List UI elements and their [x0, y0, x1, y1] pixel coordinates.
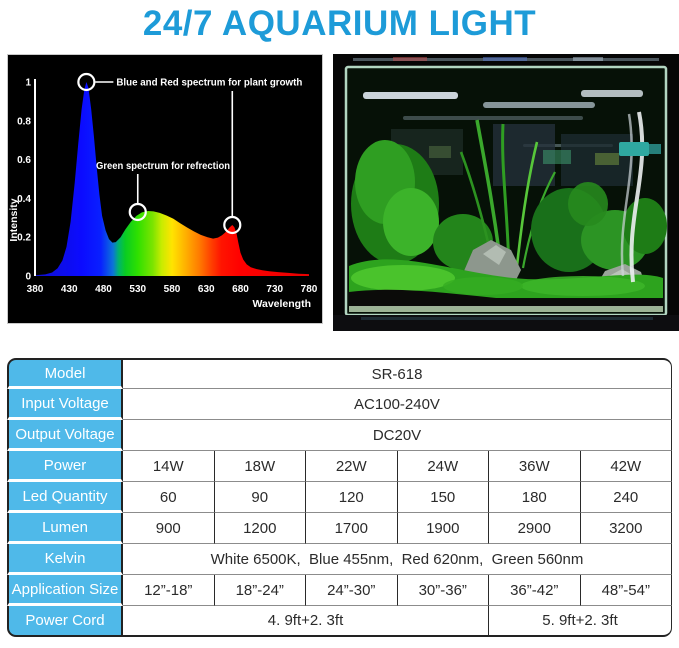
spec-row-6: Kelvin White 6500K, Blue 455nm, Red 620nm… — [7, 544, 673, 575]
spec-row-8: Power Cord 4. 9ft+2. 3ft 5. 9ft+2. 3ft — [7, 606, 673, 637]
annotation-marker-circle — [128, 202, 147, 222]
y-axis: 0 0.2 0.4 0.6 0.8 1 Intensity — [8, 78, 36, 283]
spec-value: 60 — [123, 482, 215, 513]
spec-value: 90 — [214, 482, 306, 513]
spec-value: 24W — [397, 451, 489, 482]
x-tick-label: 480 — [95, 284, 112, 295]
spec-value: 24”-30” — [306, 575, 398, 606]
spec-value: DC20V — [123, 420, 673, 451]
spec-row-1: Input Voltage AC100-240V — [7, 389, 673, 420]
annotation-marker-circle — [77, 72, 96, 92]
spectrum-curve — [35, 82, 309, 276]
spec-value: 120 — [306, 482, 398, 513]
spec-value: 48”-54” — [580, 575, 673, 606]
annotation-marker-circle — [223, 215, 242, 235]
spec-label: Led Quantity — [7, 482, 123, 513]
spec-value: 12”-18” — [123, 575, 215, 606]
spec-value: AC100-240V — [123, 389, 673, 420]
x-tick-label: 430 — [61, 284, 78, 295]
y-axis-title: Intensity — [8, 198, 20, 241]
light-fixture — [353, 57, 659, 61]
x-tick-label: 380 — [27, 284, 44, 295]
spec-value: 150 — [397, 482, 489, 513]
aquarium-photo-panel — [333, 54, 679, 331]
spec-label: Power Cord — [7, 606, 123, 637]
annotation-blue-red: Blue and Red spectrum for plant growth — [77, 72, 302, 235]
spec-row-3: Power 14W 18W 22W 24W 36W 42W — [7, 451, 673, 482]
annotation-blue-red-label: Blue and Red spectrum for plant growth — [116, 77, 302, 89]
spec-value: 1700 — [306, 513, 398, 544]
spec-table-body: Model SR-618 Input Voltage AC100-240V Output… — [7, 358, 673, 637]
annotation-green-label: Green spectrum for refrection — [96, 160, 230, 172]
spec-label: Kelvin — [7, 544, 123, 575]
spec-row-2: Output Voltage DC20V — [7, 420, 673, 451]
substrate — [349, 289, 663, 307]
tank-stand — [333, 315, 679, 331]
spec-label: Model — [7, 358, 123, 389]
x-tick-label: 580 — [164, 284, 181, 295]
x-tick-label: 630 — [198, 284, 215, 295]
spec-value: 18”-24” — [214, 575, 306, 606]
spec-value: 14W — [123, 451, 215, 482]
spec-value: 4. 9ft+2. 3ft — [123, 606, 489, 637]
spec-table: Model SR-618 Input Voltage AC100-240V Output… — [7, 358, 673, 637]
y-tick-label: 0.6 — [17, 155, 31, 166]
spec-label: Lumen — [7, 513, 123, 544]
spec-value: White 6500K, Blue 455nm, Red 620nm, Gree… — [123, 544, 673, 575]
x-tick-label: 530 — [129, 284, 146, 295]
aquarium-photo — [333, 54, 679, 331]
spec-value: 1900 — [397, 513, 489, 544]
spec-label: Input Voltage — [7, 389, 123, 420]
tank-bottom-glass-glow — [349, 306, 663, 312]
y-tick-label: 0 — [25, 272, 31, 283]
filter-tubing — [619, 111, 661, 283]
top-panels: 0 0.2 0.4 0.6 0.8 1 Intensity 380 430 480 530 580 63… — [7, 54, 679, 331]
page-title: 24/7 AQUARIUM LIGHT — [142, 4, 537, 43]
y-tick-label: 1 — [25, 78, 31, 89]
spectrum-chart-panel: 0 0.2 0.4 0.6 0.8 1 Intensity 380 430 480 530 580 63… — [7, 54, 323, 324]
y-tick-label: 0.2 — [17, 233, 31, 244]
spec-row-4: Led Quantity 60 90 120 150 180 240 — [7, 482, 673, 513]
spec-label: Power — [7, 451, 123, 482]
spec-value: 2900 — [489, 513, 581, 544]
spec-value: SR-618 — [123, 358, 673, 389]
x-tick-label: 780 — [301, 284, 318, 295]
spec-value: 5. 9ft+2. 3ft — [489, 606, 673, 637]
spec-value: 240 — [580, 482, 673, 513]
spec-value: 18W — [214, 451, 306, 482]
spec-row-0: Model SR-618 — [7, 358, 673, 389]
y-tick-label: 0.4 — [17, 194, 31, 205]
spec-value: 30”-36” — [397, 575, 489, 606]
foreground-carpet-plants — [349, 259, 663, 298]
filter-box — [619, 142, 649, 156]
spec-value: 900 — [123, 513, 215, 544]
x-tick-label: 730 — [266, 284, 283, 295]
spec-value: 36W — [489, 451, 581, 482]
spec-row-5: Lumen 900 1200 1700 1900 2900 3200 — [7, 513, 673, 544]
y-tick-label: 0.8 — [17, 116, 31, 127]
spec-label: Application Size — [7, 575, 123, 606]
spec-table-section: Model SR-618 Input Voltage AC100-240V Output… — [7, 358, 673, 637]
spec-label: Output Voltage — [7, 420, 123, 451]
x-axis-title: Wavelength — [252, 298, 311, 310]
x-tick-label: 680 — [232, 284, 249, 295]
x-axis: 380 430 480 530 580 630 680 730 780 Wavelength — [27, 284, 318, 310]
spec-value: 3200 — [580, 513, 673, 544]
spec-value: 42W — [580, 451, 673, 482]
spec-value: 180 — [489, 482, 581, 513]
spec-value: 22W — [306, 451, 398, 482]
spec-value: 1200 — [214, 513, 306, 544]
spec-row-7: Application Size 12”-18” 18”-24” 24”-30” 30”… — [7, 575, 673, 606]
spec-value: 36”-42” — [489, 575, 581, 606]
spectrum-chart: 0 0.2 0.4 0.6 0.8 1 Intensity 380 430 480 530 580 63… — [8, 72, 318, 310]
annotation-green: Green spectrum for refrection — [96, 160, 230, 222]
